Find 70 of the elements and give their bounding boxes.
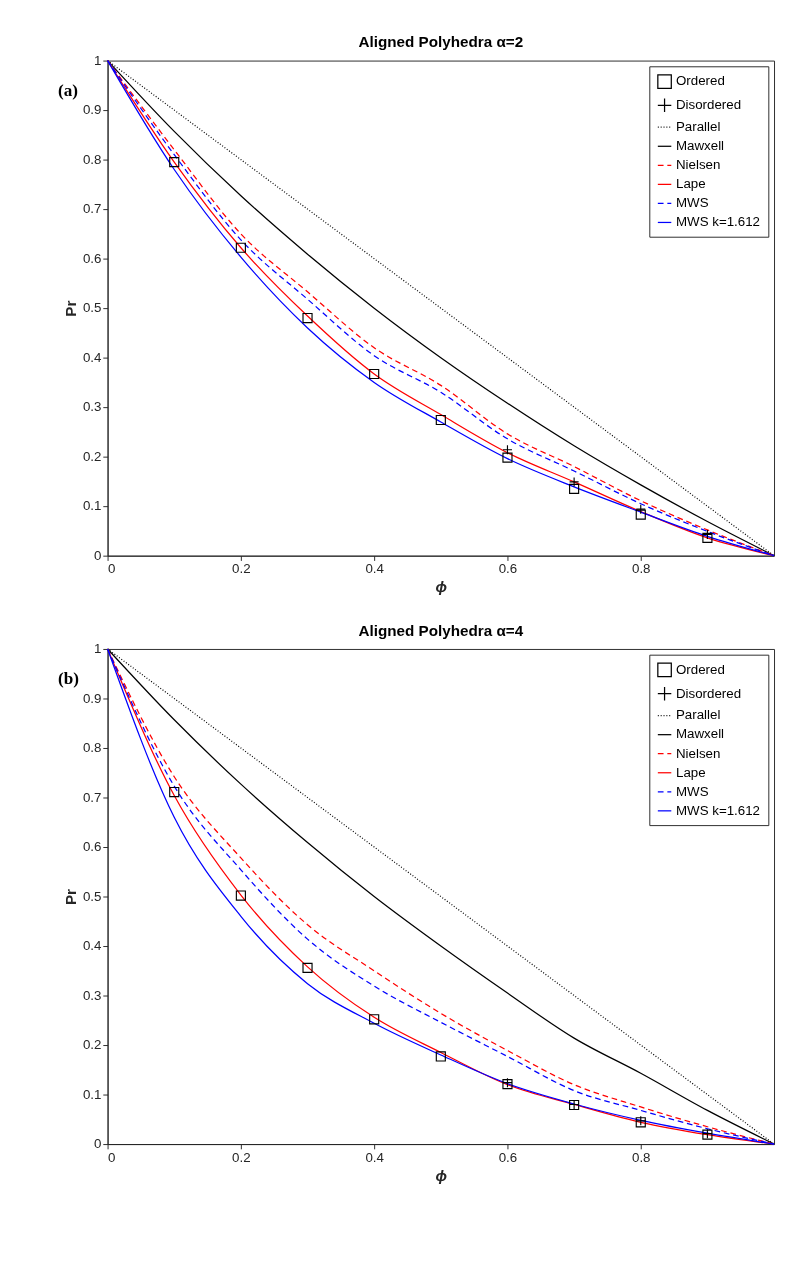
y-tick-label: 0.2: [82, 448, 102, 464]
x-tick-label: 0: [108, 561, 116, 577]
y-tick-label: 0.1: [82, 498, 102, 514]
y-axis-title: Pr: [62, 888, 80, 906]
x-tick-label: 0.4: [365, 1149, 385, 1165]
y-tick-label: 0.4: [82, 938, 102, 954]
legend-label: MWS: [675, 195, 709, 211]
point: [169, 157, 180, 168]
y-tick-label: 0.9: [82, 102, 102, 118]
y-tick-label: 0.5: [82, 300, 102, 316]
y-axis-title: Pr: [62, 300, 80, 317]
text: (a): [58, 80, 79, 100]
y-tick-label: 0.3: [82, 987, 102, 1003]
point: [169, 786, 180, 798]
point: [302, 312, 313, 324]
point: [369, 1014, 380, 1025]
x-tick-label: 0.2: [232, 561, 251, 577]
x-tick-label: 0.6: [498, 1149, 518, 1165]
y-tick-label: 0.8: [82, 740, 102, 756]
y-tick-label: 0.6: [82, 250, 102, 266]
y-tick-label: 0.3: [82, 399, 102, 415]
legend-label: Lape: [675, 176, 706, 192]
y-tick-label: 0.9: [82, 690, 102, 706]
chart-title: Aligned Polyhedra α=2: [358, 33, 524, 51]
x-axis-title: ϕ: [435, 1166, 448, 1184]
legend-label: MWS: [675, 783, 709, 799]
x-axis-title: ϕ: [435, 578, 448, 596]
x-tick-label: 0.8: [631, 561, 651, 577]
y-tick-label: 0.6: [82, 839, 102, 855]
legend-label: Parallel: [675, 707, 721, 723]
point: [235, 242, 246, 253]
point: [502, 444, 513, 455]
x-tick-label: 0.8: [631, 1149, 651, 1165]
y-tick-label: 0.2: [82, 1037, 102, 1053]
text: (b): [58, 669, 80, 689]
point: [302, 962, 313, 973]
y-tick-label: 0.8: [82, 151, 102, 167]
legend-label: Ordered: [675, 73, 725, 89]
legend-label: MWS k=1.612: [675, 214, 760, 230]
legend-label: Mawxell: [675, 726, 725, 742]
point: [435, 414, 446, 426]
x-tick-label: 0.6: [498, 561, 518, 577]
y-tick-label: 0.4: [82, 349, 102, 365]
point: [435, 1051, 446, 1062]
point: [369, 368, 380, 380]
y-tick-label: 0: [93, 547, 102, 563]
y-tick-label: 0.7: [82, 789, 102, 805]
legend-label: Disordered: [675, 685, 742, 701]
point: [502, 452, 513, 463]
y-tick-label: 0: [93, 1136, 102, 1152]
x-tick-label: 0.2: [232, 1149, 251, 1165]
legend-label: Nielsen: [675, 157, 721, 173]
y-tick-label: 1: [93, 52, 102, 68]
x-tick-label: 0: [108, 1149, 116, 1165]
y-tick-label: 0.1: [82, 1086, 102, 1102]
legend-label: Mawxell: [675, 138, 725, 154]
legend-label: Ordered: [675, 661, 725, 677]
chart-title: Aligned Polyhedra α=4: [358, 621, 524, 639]
legend-label: Disordered: [675, 97, 742, 113]
x-tick-label: 0.4: [365, 561, 385, 577]
y-tick-label: 0.5: [82, 888, 102, 904]
legend-label: Lape: [675, 764, 706, 780]
y-tick-label: 1: [93, 641, 102, 657]
point: [235, 890, 246, 901]
legend-label: Parallel: [675, 119, 721, 135]
point: [569, 483, 580, 494]
y-tick-label: 0.7: [82, 201, 102, 217]
point: [635, 509, 646, 520]
legend-label: Nielsen: [675, 745, 721, 761]
legend-label: MWS k=1.612: [675, 802, 760, 818]
